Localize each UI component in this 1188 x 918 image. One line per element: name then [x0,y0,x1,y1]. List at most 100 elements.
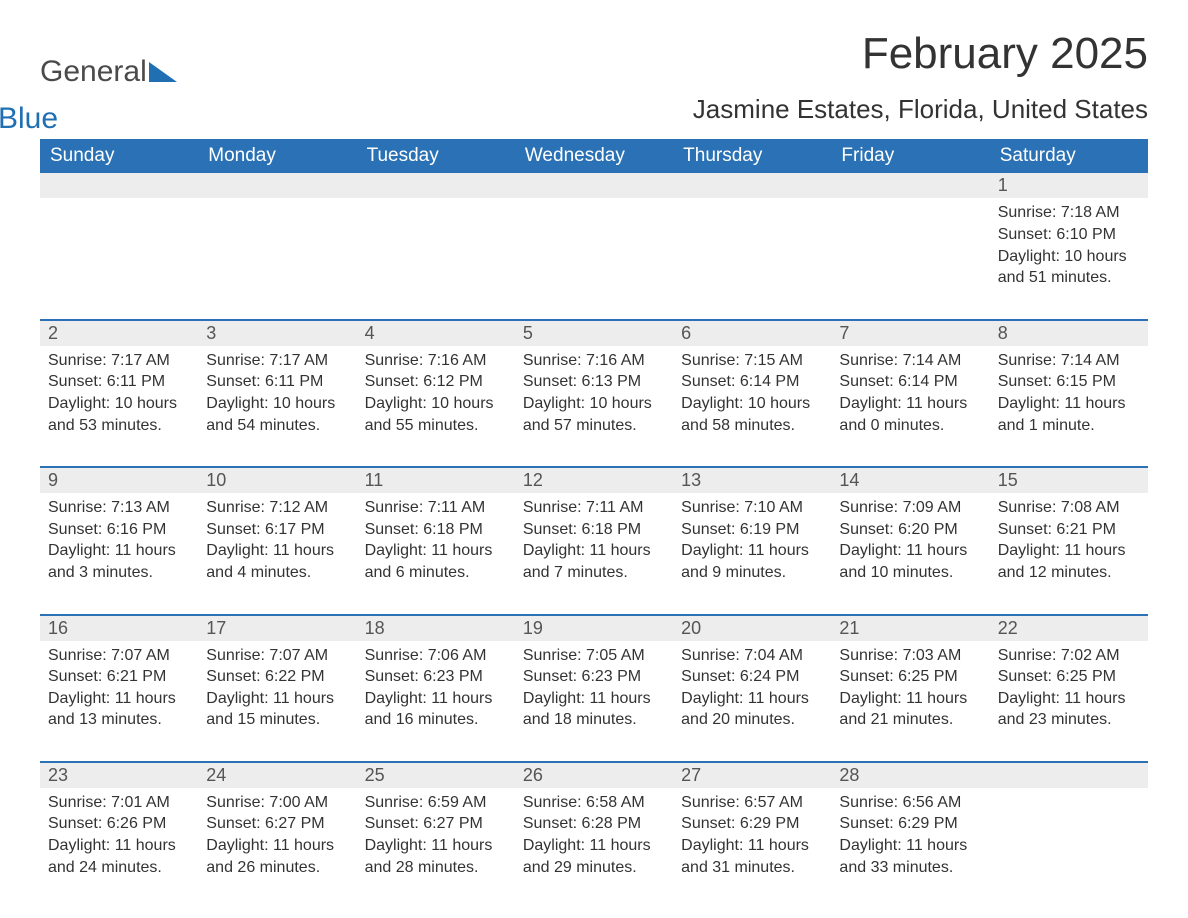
day-daylight1: Daylight: 11 hours [998,688,1140,710]
day-sunset: Sunset: 6:15 PM [998,371,1140,393]
day-cell: Sunrise: 7:17 AMSunset: 6:11 PMDaylight:… [40,346,198,446]
week-row: 2345678Sunrise: 7:17 AMSunset: 6:11 PMDa… [40,319,1148,446]
day-daylight2: and 12 minutes. [998,562,1140,584]
day-sunrise: Sunrise: 7:15 AM [681,350,823,372]
day-sunrise: Sunrise: 7:07 AM [206,645,348,667]
day-cell: Sunrise: 7:11 AMSunset: 6:18 PMDaylight:… [515,493,673,593]
day-sunset: Sunset: 6:26 PM [48,813,190,835]
day-daylight2: and 58 minutes. [681,415,823,437]
day-sunset: Sunset: 6:27 PM [206,813,348,835]
day-daylight2: and 0 minutes. [839,415,981,437]
month-title: February 2025 [693,30,1148,78]
day-cell: Sunrise: 7:07 AMSunset: 6:21 PMDaylight:… [40,641,198,741]
day-cell [673,198,831,298]
day-sunrise: Sunrise: 7:11 AM [365,497,507,519]
day-number: 12 [515,468,673,493]
day-daylight1: Daylight: 11 hours [48,540,190,562]
day-daylight1: Daylight: 11 hours [365,835,507,857]
day-number: 4 [357,321,515,346]
day-cell: Sunrise: 7:03 AMSunset: 6:25 PMDaylight:… [831,641,989,741]
day-sunset: Sunset: 6:29 PM [839,813,981,835]
day-number: 27 [673,763,831,788]
day-cell [198,198,356,298]
day-daylight1: Daylight: 11 hours [839,540,981,562]
day-daylight1: Daylight: 10 hours [365,393,507,415]
day-sunrise: Sunrise: 7:11 AM [523,497,665,519]
day-daylight2: and 6 minutes. [365,562,507,584]
day-cell: Sunrise: 7:10 AMSunset: 6:19 PMDaylight:… [673,493,831,593]
day-number: 9 [40,468,198,493]
day-cell: Sunrise: 7:05 AMSunset: 6:23 PMDaylight:… [515,641,673,741]
day-sunrise: Sunrise: 7:07 AM [48,645,190,667]
day-number: 5 [515,321,673,346]
day-sunrise: Sunrise: 7:14 AM [839,350,981,372]
day-daylight2: and 29 minutes. [523,857,665,879]
day-number-row: 1 [40,173,1148,198]
day-daylight1: Daylight: 11 hours [206,688,348,710]
day-daylight2: and 53 minutes. [48,415,190,437]
day-daylight1: Daylight: 11 hours [681,835,823,857]
day-number: 28 [831,763,989,788]
day-daylight1: Daylight: 11 hours [839,835,981,857]
day-number: 14 [831,468,989,493]
day-sunset: Sunset: 6:14 PM [681,371,823,393]
day-daylight2: and 15 minutes. [206,709,348,731]
day-number [198,173,356,198]
day-number [990,763,1148,788]
logo-text-general: General [40,58,147,87]
dow-wednesday: Wednesday [515,139,673,173]
day-cell: Sunrise: 7:07 AMSunset: 6:22 PMDaylight:… [198,641,356,741]
day-cell: Sunrise: 7:16 AMSunset: 6:13 PMDaylight:… [515,346,673,446]
day-number: 6 [673,321,831,346]
day-number: 19 [515,616,673,641]
day-cell: Sunrise: 7:02 AMSunset: 6:25 PMDaylight:… [990,641,1148,741]
day-cell [990,788,1148,888]
day-number-row: 9101112131415 [40,468,1148,493]
day-sunset: Sunset: 6:16 PM [48,519,190,541]
day-daylight1: Daylight: 11 hours [523,688,665,710]
day-sunrise: Sunrise: 7:00 AM [206,792,348,814]
day-daylight1: Daylight: 11 hours [839,688,981,710]
day-number [357,173,515,198]
day-cell: Sunrise: 6:57 AMSunset: 6:29 PMDaylight:… [673,788,831,888]
day-cell [357,198,515,298]
day-sunset: Sunset: 6:22 PM [206,666,348,688]
day-daylight2: and 57 minutes. [523,415,665,437]
day-number: 3 [198,321,356,346]
day-sunrise: Sunrise: 7:14 AM [998,350,1140,372]
day-sunset: Sunset: 6:28 PM [523,813,665,835]
day-daylight1: Daylight: 11 hours [998,540,1140,562]
day-daylight2: and 20 minutes. [681,709,823,731]
day-sunrise: Sunrise: 7:16 AM [523,350,665,372]
week-row: 16171819202122Sunrise: 7:07 AMSunset: 6:… [40,614,1148,741]
day-sunrise: Sunrise: 7:02 AM [998,645,1140,667]
day-number: 1 [990,173,1148,198]
day-daylight1: Daylight: 11 hours [206,540,348,562]
day-sunrise: Sunrise: 7:18 AM [998,202,1140,224]
day-sunset: Sunset: 6:11 PM [206,371,348,393]
day-daylight2: and 7 minutes. [523,562,665,584]
day-cell: Sunrise: 6:56 AMSunset: 6:29 PMDaylight:… [831,788,989,888]
day-sunset: Sunset: 6:29 PM [681,813,823,835]
day-number: 2 [40,321,198,346]
day-sunset: Sunset: 6:13 PM [523,371,665,393]
day-cell: Sunrise: 7:06 AMSunset: 6:23 PMDaylight:… [357,641,515,741]
dow-monday: Monday [198,139,356,173]
day-cell: Sunrise: 7:11 AMSunset: 6:18 PMDaylight:… [357,493,515,593]
day-cell: Sunrise: 7:13 AMSunset: 6:16 PMDaylight:… [40,493,198,593]
day-sunrise: Sunrise: 7:09 AM [839,497,981,519]
day-cell: Sunrise: 7:12 AMSunset: 6:17 PMDaylight:… [198,493,356,593]
day-cell: Sunrise: 7:09 AMSunset: 6:20 PMDaylight:… [831,493,989,593]
day-daylight1: Daylight: 10 hours [681,393,823,415]
day-daylight2: and 54 minutes. [206,415,348,437]
day-cell: Sunrise: 7:00 AMSunset: 6:27 PMDaylight:… [198,788,356,888]
day-number: 8 [990,321,1148,346]
day-sunset: Sunset: 6:23 PM [523,666,665,688]
dow-thursday: Thursday [673,139,831,173]
dow-sunday: Sunday [40,139,198,173]
day-daylight2: and 9 minutes. [681,562,823,584]
day-sunrise: Sunrise: 7:16 AM [365,350,507,372]
day-sunrise: Sunrise: 7:10 AM [681,497,823,519]
day-sunset: Sunset: 6:21 PM [998,519,1140,541]
day-of-week-header: Sunday Monday Tuesday Wednesday Thursday… [40,139,1148,173]
